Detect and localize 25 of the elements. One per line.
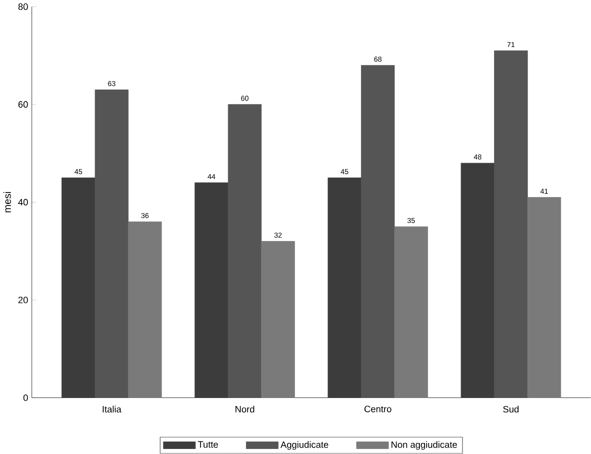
bar — [527, 197, 562, 398]
bar — [128, 222, 162, 398]
y-tick-label: 60 — [18, 101, 28, 108]
bar — [62, 178, 96, 398]
bar — [494, 50, 528, 398]
bar — [261, 241, 295, 398]
bar — [228, 104, 262, 398]
y-tick-label: 40 — [18, 199, 28, 206]
x-tick-label: Italia — [102, 406, 122, 413]
legend-label: Non aggiudicate — [392, 441, 457, 450]
y-tick-label: 80 — [18, 4, 28, 10]
x-tick-label: Sud — [503, 406, 519, 413]
y-axis-title: mesi — [3, 192, 11, 213]
x-tick-label: Centro — [364, 406, 392, 412]
bar — [394, 226, 428, 398]
bar — [361, 65, 395, 398]
y-tick-label: 0 — [23, 394, 28, 402]
x-tick-label: Nord — [236, 406, 254, 413]
bar — [460, 163, 495, 398]
y-tick-label: 20 — [18, 296, 28, 304]
bar — [328, 178, 362, 398]
legend-label: Aggiudicate — [280, 441, 328, 450]
bar — [94, 90, 129, 398]
legend-label: Tutte — [198, 441, 218, 448]
bar — [194, 182, 228, 398]
